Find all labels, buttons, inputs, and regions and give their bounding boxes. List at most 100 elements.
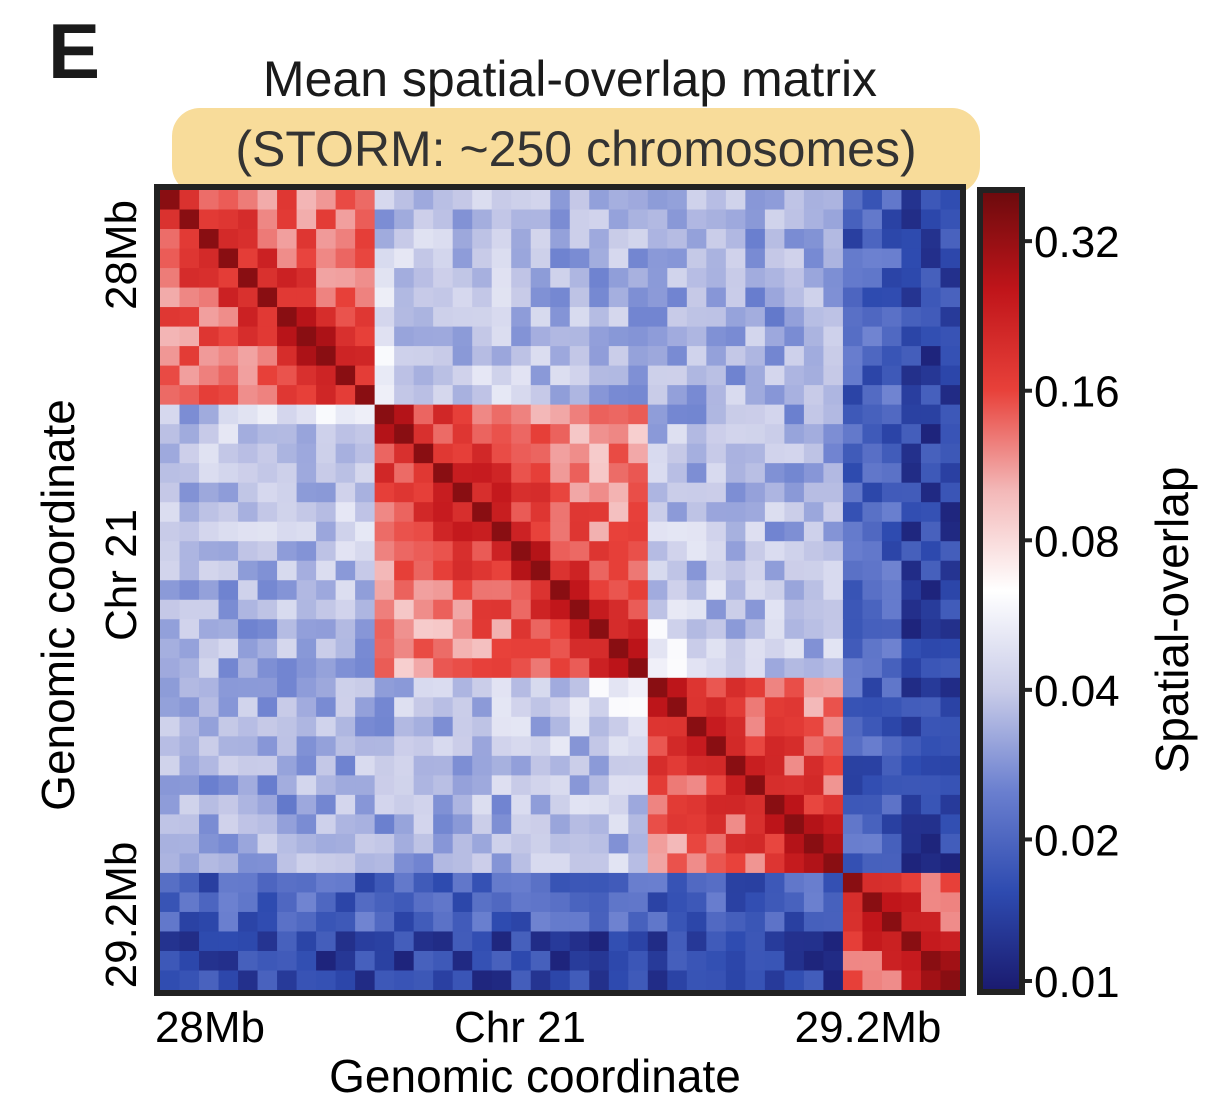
- heatmap-cell: [355, 931, 376, 952]
- heatmap-cell: [199, 424, 220, 445]
- heatmap-cell: [218, 385, 239, 406]
- heatmap-cell: [901, 619, 922, 640]
- heatmap-cell: [491, 697, 512, 718]
- heatmap-cell: [823, 872, 844, 894]
- heatmap-cell: [706, 736, 727, 757]
- heatmap-cell: [238, 346, 259, 367]
- heatmap-cell: [881, 404, 903, 425]
- heatmap-cell: [335, 833, 356, 855]
- heatmap-cell: [296, 931, 317, 952]
- heatmap-cell: [686, 716, 707, 737]
- heatmap-cell: [823, 775, 844, 796]
- heatmap-cell: [784, 541, 805, 562]
- heatmap-cell: [881, 911, 903, 933]
- heatmap-cell: [745, 755, 766, 776]
- heatmap-cell: [589, 970, 610, 991]
- heatmap-cell: [316, 658, 337, 679]
- heatmap-cell: [608, 385, 629, 406]
- heatmap-cell: [725, 580, 746, 601]
- heatmap-cell: [394, 346, 415, 367]
- heatmap-cell: [316, 580, 337, 601]
- heatmap-cell: [823, 560, 844, 581]
- heatmap-cell: [706, 931, 727, 952]
- heatmap-cell: [569, 658, 590, 679]
- heatmap-cell: [647, 502, 668, 523]
- heatmap-cell: [686, 307, 707, 328]
- heatmap-cell: [745, 209, 766, 230]
- heatmap-cell: [296, 736, 317, 757]
- heatmap-cell: [218, 443, 239, 464]
- heatmap-cell: [842, 872, 864, 894]
- heatmap-cell: [491, 736, 512, 757]
- heatmap-cell: [745, 794, 766, 815]
- heatmap-cell: [706, 404, 727, 425]
- heatmap-cell: [569, 209, 590, 230]
- heatmap-cell: [355, 892, 376, 913]
- heatmap-cell: [452, 755, 473, 776]
- heatmap-cell: [608, 638, 629, 659]
- heatmap-cell: [491, 229, 512, 250]
- heatmap-cell: [608, 658, 629, 679]
- heatmap-cell: [647, 658, 668, 679]
- heatmap-cell: [257, 658, 278, 679]
- heatmap-cells: [160, 190, 961, 991]
- heatmap-cell: [920, 755, 942, 776]
- heatmap-cell: [823, 814, 844, 835]
- heatmap-cell: [218, 502, 239, 523]
- heatmap-cell: [218, 794, 239, 815]
- heatmap-cell: [920, 287, 942, 308]
- heatmap-cell: [842, 209, 864, 230]
- heatmap-cell: [335, 716, 356, 737]
- heatmap-cell: [452, 872, 473, 894]
- heatmap-cell: [569, 443, 590, 464]
- heatmap-cell: [940, 755, 961, 776]
- heatmap-cell: [842, 911, 864, 933]
- heatmap-cell: [316, 365, 337, 386]
- heatmap-cell: [550, 502, 571, 523]
- heatmap-cell: [160, 209, 181, 230]
- heatmap-cell: [296, 658, 317, 679]
- heatmap-cell: [413, 580, 434, 601]
- heatmap-cell: [433, 365, 454, 386]
- heatmap-cell: [199, 950, 220, 972]
- heatmap-cell: [316, 209, 337, 230]
- heatmap-cell: [218, 521, 239, 542]
- heatmap-cell: [745, 931, 766, 952]
- heatmap-cell: [218, 619, 239, 640]
- heatmap-cell: [628, 404, 649, 425]
- heatmap-cell: [452, 697, 473, 718]
- heatmap-cell: [452, 268, 473, 289]
- heatmap-cell: [706, 775, 727, 796]
- heatmap-cell: [511, 580, 532, 601]
- heatmap-cell: [901, 209, 922, 230]
- heatmap-cell: [940, 248, 961, 269]
- heatmap-cell: [238, 463, 259, 484]
- heatmap-cell: [433, 443, 454, 464]
- heatmap-cell: [745, 424, 766, 445]
- heatmap-cell: [745, 911, 766, 933]
- heatmap-cell: [608, 736, 629, 757]
- heatmap-cell: [725, 736, 746, 757]
- heatmap-cell: [374, 716, 395, 737]
- heatmap-cell: [179, 794, 200, 815]
- heatmap-cell: [218, 775, 239, 796]
- heatmap-cell: [940, 521, 961, 542]
- heatmap-cell: [745, 463, 766, 484]
- heatmap-cell: [394, 736, 415, 757]
- heatmap-cell: [745, 502, 766, 523]
- heatmap-cell: [296, 619, 317, 640]
- heatmap-cell: [764, 287, 785, 308]
- heatmap-cell: [940, 190, 961, 211]
- heatmap-cell: [862, 560, 883, 581]
- heatmap-cell: [803, 385, 825, 406]
- heatmap-cell: [706, 268, 727, 289]
- heatmap-cell: [823, 677, 844, 698]
- heatmap-cell: [179, 833, 200, 855]
- heatmap-cell: [199, 892, 220, 913]
- heatmap-cell: [511, 521, 532, 542]
- heatmap-cell: [920, 638, 942, 659]
- heatmap-cell: [530, 209, 551, 230]
- heatmap-cell: [745, 541, 766, 562]
- heatmap-cell: [881, 599, 903, 620]
- heatmap-cell: [920, 326, 942, 347]
